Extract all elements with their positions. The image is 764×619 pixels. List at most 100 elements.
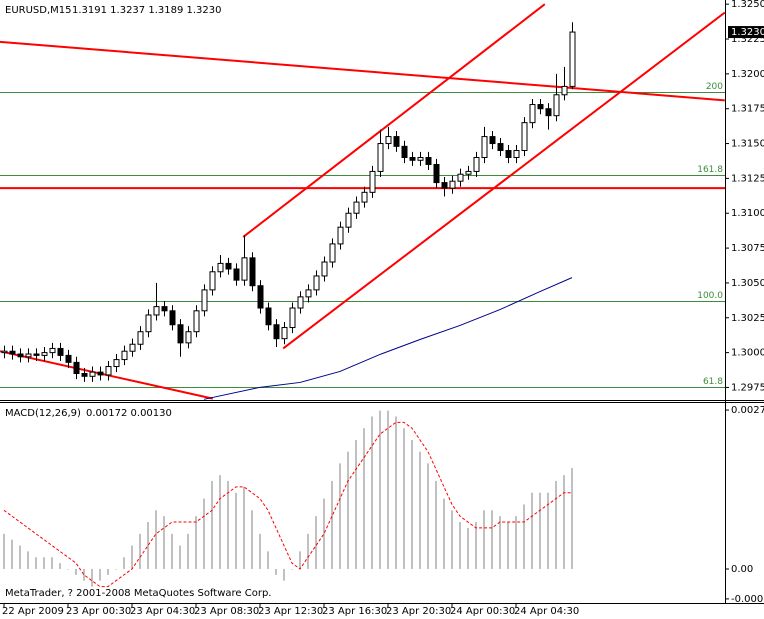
candle-body xyxy=(481,136,488,158)
y2-tick-label: 0.00 xyxy=(731,564,753,575)
fib-level-label: 61.8 xyxy=(703,377,723,387)
candle-body xyxy=(249,257,256,287)
candle-body xyxy=(561,85,568,96)
candle-body xyxy=(393,136,400,147)
macd-bar xyxy=(107,568,109,575)
macd-bar xyxy=(491,510,493,569)
macd-bar xyxy=(387,410,389,569)
trend-line xyxy=(0,40,725,102)
x-tick-label: 23 Apr 04:30 xyxy=(130,606,195,617)
x-tick-label: 23 Apr 20:30 xyxy=(386,606,451,617)
macd-bar xyxy=(499,516,501,569)
macd-bar xyxy=(203,498,205,569)
macd-bar xyxy=(267,551,269,569)
candle-body xyxy=(257,285,264,309)
macd-bar xyxy=(43,557,45,569)
macd-bar xyxy=(355,439,357,569)
y-tick-label: 1.3225 xyxy=(731,34,764,45)
candle-body xyxy=(233,268,240,281)
copyright: MetaTrader, ? 2001-2008 MetaQuotes Softw… xyxy=(5,588,271,599)
macd-bar xyxy=(211,481,213,569)
macd-bar xyxy=(299,551,301,569)
macd-bar xyxy=(483,510,485,569)
candle-body xyxy=(129,343,136,352)
macd-bar xyxy=(139,533,141,569)
candle-body xyxy=(521,122,528,152)
macd-bar xyxy=(435,481,437,569)
macd-bar xyxy=(219,475,221,569)
candle-body xyxy=(49,347,56,354)
candle-body xyxy=(473,156,480,172)
macd-bar xyxy=(539,492,541,569)
x-tick-label: 22 Apr 2009 xyxy=(2,606,64,617)
macd-bar xyxy=(251,510,253,569)
macd-bar xyxy=(275,568,277,575)
candle-body xyxy=(489,136,496,145)
macd-bar xyxy=(507,522,509,569)
y-tick-label: 1.3025 xyxy=(731,313,764,324)
macd-bar xyxy=(307,533,309,569)
x-tick-label: 23 Apr 00:30 xyxy=(66,606,131,617)
candle-body xyxy=(121,350,128,361)
x-tick-label: 23 Apr 12:30 xyxy=(258,606,323,617)
candle-body xyxy=(97,371,104,376)
macd-bar xyxy=(523,504,525,569)
macd-bar xyxy=(555,481,557,569)
price-label-box xyxy=(728,26,764,39)
candle-body xyxy=(41,352,48,356)
candle-body xyxy=(409,156,416,161)
macd-bar xyxy=(3,533,5,569)
y2-tick-label: -0.00051 xyxy=(731,594,764,605)
macd-bar xyxy=(59,563,61,569)
candle-body xyxy=(265,307,272,326)
x-tick-label: 23 Apr 08:30 xyxy=(194,606,259,617)
macd-bar xyxy=(259,533,261,569)
candle-body xyxy=(73,361,80,375)
macd-bar xyxy=(323,498,325,569)
macd-bar xyxy=(411,439,413,569)
symbol-title: EURUSD,M15 xyxy=(5,5,71,16)
fib-level-label: 161.8 xyxy=(697,165,723,175)
price-label: 1.3230 xyxy=(731,27,764,38)
candle-body xyxy=(433,163,440,184)
candle-body xyxy=(33,353,40,356)
y-tick-label: 1.3200 xyxy=(731,69,764,80)
indicator-values: 0.00172 0.00130 xyxy=(86,408,172,419)
candle-body xyxy=(273,324,280,340)
candle-body xyxy=(425,156,432,165)
y-tick-label: 1.3125 xyxy=(731,173,764,184)
macd-bar xyxy=(27,551,29,569)
y2-tick-label: 0.00271 xyxy=(731,405,764,416)
macd-bar xyxy=(179,545,181,569)
candle-body xyxy=(361,191,368,203)
candle-body xyxy=(25,353,32,358)
x-tick-label: 24 Apr 00:30 xyxy=(450,606,515,617)
candle-body xyxy=(89,371,96,377)
candle-body xyxy=(321,261,328,277)
candle-body xyxy=(201,289,208,312)
trend-line xyxy=(242,3,546,238)
candle-body xyxy=(353,201,360,214)
macd-bar xyxy=(235,492,237,569)
candle-body xyxy=(217,262,224,273)
fib-level-label: 200 xyxy=(706,82,723,92)
macd-bar xyxy=(371,416,373,569)
candle-body xyxy=(457,173,464,182)
candle-body xyxy=(193,310,200,333)
fib-level-label: 100.0 xyxy=(697,291,723,301)
macd-bar xyxy=(19,545,21,569)
candle-body xyxy=(9,350,16,355)
macd-bar xyxy=(547,492,549,569)
y-tick-label: 1.3150 xyxy=(731,139,764,150)
macd-bar xyxy=(467,527,469,569)
candle-body xyxy=(169,310,176,326)
macd-bar xyxy=(51,557,53,569)
macd-bar xyxy=(427,463,429,569)
macd-bar xyxy=(403,428,405,569)
macd-pane xyxy=(3,410,573,588)
candle-body xyxy=(417,156,424,161)
candle-body xyxy=(305,289,312,298)
macd-bar xyxy=(187,533,189,569)
